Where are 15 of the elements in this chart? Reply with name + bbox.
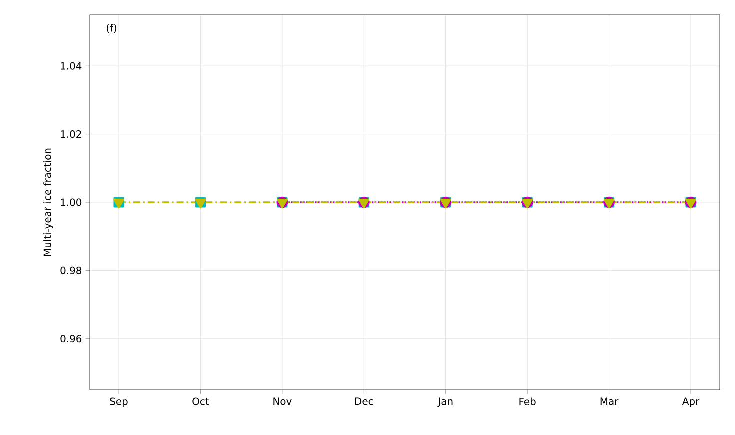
y-tick-label: 1.02	[61, 130, 82, 138]
y-tick-label: 1.00	[61, 198, 82, 206]
y-axis-title: Multi-year ice fraction	[44, 148, 54, 256]
annotation: (f)	[106, 24, 117, 34]
x-tick-label: Nov	[274, 398, 292, 406]
x-tick-label: Mar	[600, 398, 619, 406]
x-tick-label: Oct	[192, 398, 210, 406]
y-tick-label: 0.98	[60, 266, 82, 274]
x-tick-label: Jan	[438, 398, 453, 408]
x-tick-label: Sep	[110, 398, 128, 408]
y-tick-label: 0.96	[60, 335, 82, 343]
x-tick-label: Dec	[355, 398, 374, 406]
y-tick-label: 1.04	[61, 62, 82, 70]
x-tick-label: Feb	[520, 398, 536, 406]
x-tick-label: Apr	[682, 398, 700, 408]
